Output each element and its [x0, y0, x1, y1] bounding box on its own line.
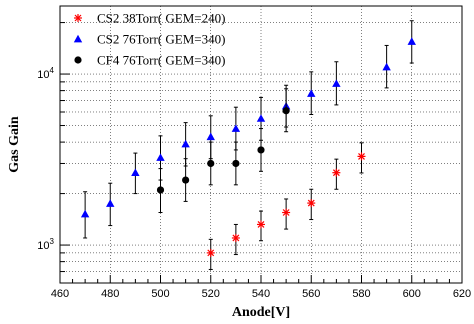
data-point — [282, 208, 291, 217]
x-tick-label: 480 — [101, 288, 119, 300]
legend-marker — [74, 56, 82, 64]
data-point — [182, 176, 190, 184]
x-tick-label: 540 — [252, 288, 270, 300]
data-point — [232, 159, 240, 168]
plot-frame — [59, 5, 463, 284]
data-point — [382, 62, 391, 71]
legend-marker — [74, 14, 82, 22]
data-point — [231, 233, 240, 242]
x-tick-label: 500 — [151, 288, 169, 300]
data-point — [256, 114, 266, 122]
data-point — [307, 89, 316, 97]
legend-entry: CF4 76Torr( GEM=340) — [97, 53, 225, 68]
series-0 — [206, 142, 366, 270]
x-tick-label: 580 — [352, 288, 370, 300]
legend-entry: CS2 76Torr( GEM=340) — [97, 32, 225, 47]
star-stroke — [307, 199, 315, 207]
data-point — [206, 132, 215, 141]
star-stroke — [257, 221, 265, 228]
data-point — [181, 139, 190, 148]
star-stroke — [232, 234, 240, 242]
legend-marker — [73, 34, 83, 43]
y-tick-label: 103 — [37, 237, 54, 252]
data-point — [282, 107, 290, 115]
data-point — [206, 248, 215, 257]
x-tick-label: 560 — [302, 288, 320, 300]
data-point — [307, 199, 316, 208]
data-point — [106, 199, 115, 207]
x-axis-title: Anode[V] — [232, 305, 290, 320]
data-point — [231, 124, 241, 132]
y-tick-label: 104 — [37, 66, 54, 81]
data-point — [80, 209, 90, 218]
star-stroke — [74, 14, 82, 22]
legend: CS2 38Torr( GEM=240) CS2 76Torr( GEM=340)… — [73, 11, 225, 68]
star-stroke — [207, 249, 215, 257]
data-point — [407, 37, 416, 45]
data-point — [332, 79, 341, 87]
data-point — [156, 186, 165, 194]
data-points — [80, 20, 416, 270]
y-axis-title: Gas Gain — [7, 116, 22, 173]
legend-entry: CS2 38Torr( GEM=240) — [97, 11, 225, 26]
data-point — [156, 153, 165, 161]
series-2 — [156, 88, 290, 214]
star-stroke — [358, 152, 365, 160]
star-stroke — [332, 169, 340, 177]
data-point — [257, 146, 265, 154]
data-point — [332, 168, 341, 177]
star-stroke — [282, 209, 290, 216]
data-point — [357, 152, 366, 161]
x-tick-label: 520 — [202, 288, 220, 300]
x-tick-label: 620 — [453, 288, 471, 300]
data-point — [131, 168, 140, 177]
data-point — [207, 159, 215, 168]
series-1 — [80, 20, 416, 239]
x-tick-label: 460 — [51, 288, 69, 300]
data-point — [257, 220, 265, 229]
x-tick-label: 600 — [403, 288, 421, 300]
